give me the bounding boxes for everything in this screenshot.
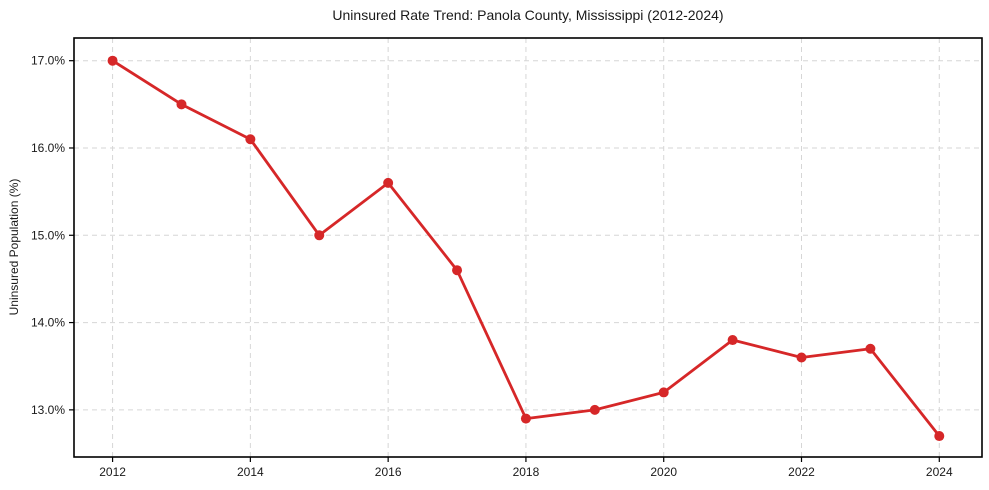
data-point-2014 <box>245 134 256 145</box>
x-tick-label: 2014 <box>237 465 264 479</box>
data-point-2023 <box>865 343 876 354</box>
y-tick-label: 17.0% <box>31 54 65 68</box>
data-point-2017 <box>452 265 463 276</box>
x-tick-label: 2012 <box>99 465 126 479</box>
axes-frame <box>73 37 983 458</box>
y-axis-label: Uninsured Population (%) <box>7 178 21 316</box>
x-tick-label: 2022 <box>788 465 815 479</box>
chart-title: Uninsured Rate Trend: Panola County, Mis… <box>332 7 724 23</box>
x-tick-label: 2020 <box>650 465 677 479</box>
x-tick-label: 2016 <box>375 465 402 479</box>
y-tick-label: 16.0% <box>31 141 65 155</box>
data-point-2022 <box>796 352 807 363</box>
data-point-2018 <box>520 413 531 424</box>
data-point-2015 <box>314 230 325 241</box>
x-tick-label: 2018 <box>513 465 540 479</box>
y-tick-label: 13.0% <box>31 403 65 417</box>
y-tick-label: 14.0% <box>31 316 65 330</box>
x-tick-label: 2024 <box>926 465 953 479</box>
data-point-2016 <box>383 177 394 188</box>
data-point-2020 <box>658 387 669 398</box>
y-tick-label: 15.0% <box>31 228 65 242</box>
data-point-2019 <box>589 404 600 415</box>
data-point-2012 <box>107 55 118 66</box>
data-point-2013 <box>176 99 187 110</box>
data-point-2021 <box>727 335 738 346</box>
data-point-2024 <box>934 431 945 442</box>
